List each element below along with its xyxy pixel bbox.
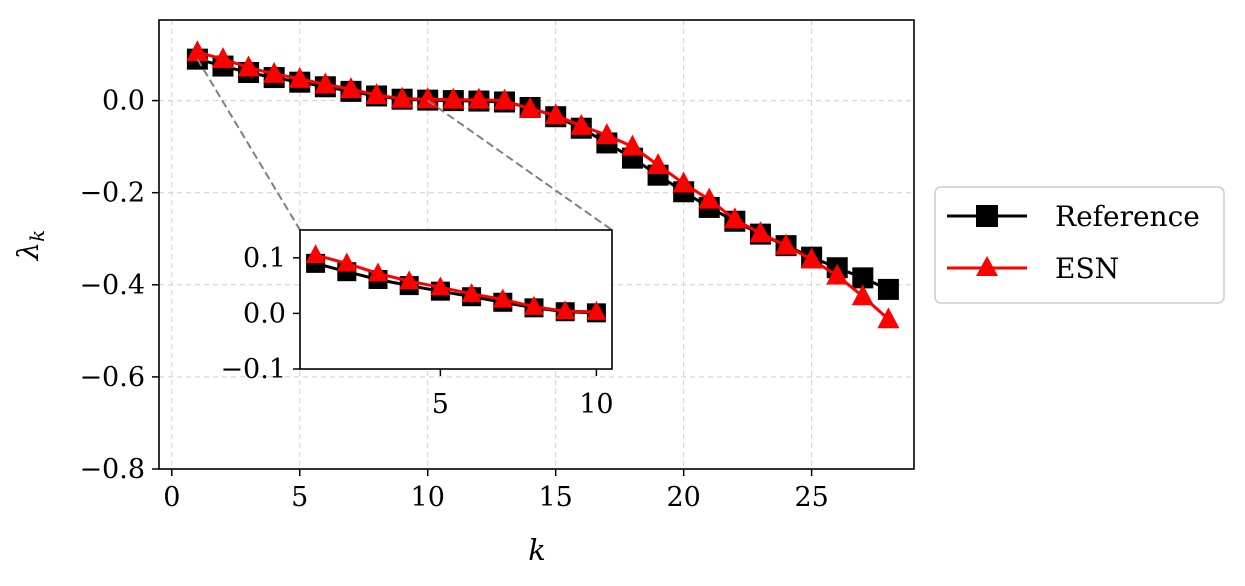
- zoom-connector-right: [427, 99, 613, 231]
- inset-y-tick-label: 0.1: [243, 243, 286, 274]
- legend-esn-label: ESN: [1055, 252, 1119, 285]
- x-tick-label: 15: [539, 482, 573, 513]
- esn-point: [749, 221, 772, 243]
- x-tick-label: 25: [794, 482, 828, 513]
- y-tick-label: −0.6: [79, 362, 145, 393]
- x-axis-label: k: [528, 533, 546, 567]
- esn-point: [851, 284, 874, 306]
- inset-x-tick-label: 5: [432, 389, 449, 420]
- inset-ticks: 5 10 0.1 0.0 −0.1: [220, 243, 613, 420]
- esn-point: [877, 307, 900, 329]
- esn-point: [595, 123, 618, 145]
- legend-esn-marker: [976, 256, 998, 276]
- y-tick-label: −0.2: [79, 178, 145, 209]
- esn-point: [442, 87, 465, 109]
- series-line-esn: [197, 50, 890, 321]
- main-series: [186, 40, 900, 329]
- esn-point: [544, 103, 567, 125]
- esn-point: [336, 252, 357, 272]
- esn-point: [186, 40, 209, 62]
- esn-point: [493, 88, 516, 110]
- x-tick-label: 0: [163, 482, 180, 513]
- esn-point: [211, 47, 235, 69]
- y-tick-label: 0.0: [102, 86, 145, 117]
- inset-background: [300, 230, 612, 369]
- esn-point: [586, 300, 607, 320]
- esn-point: [288, 66, 311, 88]
- x-tick-label: 5: [291, 482, 308, 513]
- x-tick-label: 10: [411, 482, 445, 513]
- esn-point: [430, 276, 451, 296]
- esn-point: [698, 187, 721, 209]
- esn-point: [263, 61, 286, 83]
- legend-reference-label: Reference: [1055, 200, 1200, 233]
- esn-point: [492, 288, 513, 308]
- esn-point: [647, 153, 670, 175]
- esn-point: [723, 207, 746, 229]
- esn-point: [314, 72, 337, 94]
- x-tick-label: 20: [666, 482, 700, 513]
- esn-point: [399, 270, 420, 290]
- reference-point: [877, 278, 899, 300]
- esn-point: [305, 244, 326, 264]
- esn-point: [467, 87, 490, 109]
- main-plot-frame: [158, 19, 915, 470]
- y-axis-label-base: λ: [11, 242, 45, 261]
- legend-reference-marker: [976, 205, 998, 227]
- y-axis-label-sub: k: [25, 230, 49, 242]
- esn-point: [237, 55, 260, 77]
- esn-point: [519, 96, 542, 118]
- esn-point: [461, 283, 482, 303]
- y-tick-label: −0.8: [79, 454, 145, 485]
- esn-point: [416, 87, 439, 109]
- esn-point: [524, 295, 544, 315]
- legend: Reference ESN: [934, 186, 1225, 304]
- zoom-connector-lines: [196, 58, 613, 231]
- esn-point: [800, 247, 823, 269]
- inset-frame: [299, 229, 613, 370]
- esn-point: [391, 86, 414, 108]
- main-ticks: 0 5 10 15 20 25 0.0 −0.2 −0.4 −0.6 −0.8: [79, 86, 828, 513]
- reference-point: [852, 267, 874, 289]
- inset-plot: 5 10 0.1 0.0 −0.1: [220, 229, 614, 420]
- esn-point: [775, 233, 798, 255]
- zoom-connector-left: [196, 58, 301, 231]
- esn-point: [570, 113, 593, 135]
- esn-point: [672, 171, 695, 193]
- esn-point: [826, 263, 849, 285]
- inset-series: [305, 244, 607, 323]
- inset-y-tick-label: 0.0: [243, 298, 286, 329]
- y-axis-label: λk: [11, 230, 49, 262]
- series-line-esn: [315, 253, 597, 314]
- inset-y-tick-label: −0.1: [220, 354, 286, 385]
- esn-point: [555, 300, 576, 320]
- esn-point: [339, 77, 362, 99]
- y-tick-label: −0.4: [79, 270, 145, 301]
- inset-x-tick-label: 10: [579, 389, 613, 420]
- esn-point: [365, 83, 388, 105]
- esn-point: [368, 262, 388, 282]
- esn-point: [621, 134, 644, 156]
